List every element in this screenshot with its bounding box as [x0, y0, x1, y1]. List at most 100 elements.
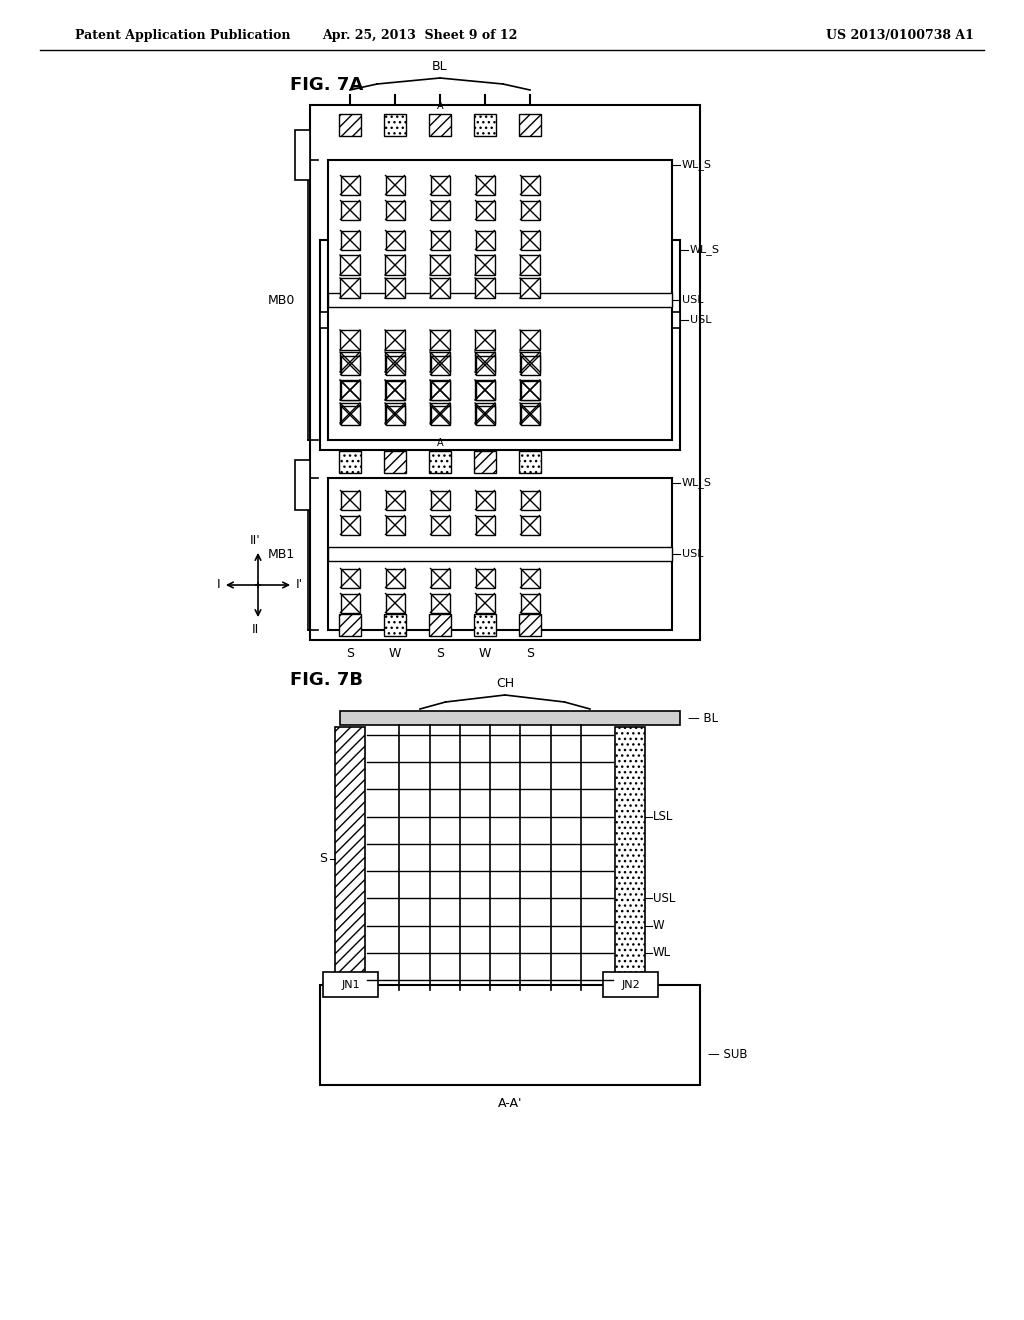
Text: USL: USL	[682, 294, 703, 305]
Bar	[519, 114, 541, 136]
Bar	[520, 569, 540, 587]
Bar	[430, 231, 450, 249]
Bar	[340, 255, 360, 275]
Text: JN2: JN2	[622, 979, 640, 990]
Text: USL: USL	[690, 315, 712, 325]
Bar	[475, 255, 495, 275]
Bar	[385, 380, 406, 400]
Bar	[475, 594, 495, 612]
Bar	[430, 516, 450, 535]
Bar	[603, 972, 658, 997]
Bar	[520, 279, 540, 298]
Bar	[520, 380, 540, 400]
Text: S: S	[319, 851, 327, 865]
Text: W: W	[479, 647, 492, 660]
Bar	[319, 985, 700, 1085]
Text: CH: CH	[496, 677, 514, 690]
Text: BL: BL	[432, 59, 447, 73]
Bar	[385, 176, 404, 194]
Bar	[310, 106, 700, 640]
Bar	[475, 176, 495, 194]
Bar	[328, 478, 672, 630]
Bar	[520, 330, 540, 350]
Bar	[385, 255, 406, 275]
Bar	[384, 614, 406, 636]
Text: WL_S: WL_S	[682, 478, 712, 488]
Text: A-A': A-A'	[498, 1097, 522, 1110]
Bar	[429, 451, 451, 473]
Bar	[385, 231, 404, 249]
Bar	[340, 352, 360, 372]
Bar	[341, 516, 359, 535]
Bar	[319, 312, 680, 327]
Bar	[475, 380, 495, 400]
Text: WL_S: WL_S	[682, 160, 712, 170]
Bar	[323, 972, 378, 997]
Bar	[520, 231, 540, 249]
Bar	[520, 516, 540, 535]
Bar	[339, 614, 361, 636]
Bar	[520, 201, 540, 219]
Text: S: S	[526, 647, 534, 660]
Bar	[615, 727, 645, 990]
Bar	[430, 330, 450, 350]
Bar	[385, 516, 404, 535]
Bar	[341, 355, 359, 375]
Bar	[475, 491, 495, 510]
Bar	[475, 231, 495, 249]
Bar	[430, 405, 450, 425]
Text: I': I'	[296, 578, 303, 591]
Bar	[340, 380, 360, 400]
Text: FIG. 7A: FIG. 7A	[290, 77, 364, 94]
Bar	[430, 491, 450, 510]
Bar	[328, 293, 672, 308]
Bar	[335, 727, 365, 990]
Text: USL: USL	[653, 892, 676, 904]
Text: — BL: — BL	[688, 711, 718, 725]
Text: MB1: MB1	[267, 548, 295, 561]
Bar	[430, 255, 450, 275]
Bar	[385, 594, 404, 612]
Bar	[474, 114, 496, 136]
Bar	[430, 176, 450, 194]
Bar	[430, 569, 450, 587]
Bar	[475, 330, 495, 350]
Bar	[385, 279, 406, 298]
Bar	[475, 403, 495, 422]
Bar	[385, 491, 404, 510]
Bar	[319, 240, 680, 450]
Bar	[328, 160, 672, 440]
Text: LSL: LSL	[653, 810, 674, 824]
Bar	[341, 231, 359, 249]
Bar	[339, 451, 361, 473]
Text: Patent Application Publication: Patent Application Publication	[75, 29, 291, 41]
Bar	[341, 491, 359, 510]
Text: WL_S: WL_S	[690, 244, 720, 256]
Bar	[474, 451, 496, 473]
Bar	[341, 380, 359, 400]
Text: US 2013/0100738 A1: US 2013/0100738 A1	[826, 29, 974, 41]
Text: MB0: MB0	[267, 293, 295, 306]
Bar	[384, 114, 406, 136]
Bar	[520, 176, 540, 194]
Bar	[520, 594, 540, 612]
Bar	[520, 255, 540, 275]
Bar	[475, 352, 495, 372]
Bar	[340, 711, 680, 725]
Bar	[475, 355, 495, 375]
Bar	[430, 352, 450, 372]
Bar	[341, 201, 359, 219]
Text: Apr. 25, 2013  Sheet 9 of 12: Apr. 25, 2013 Sheet 9 of 12	[323, 29, 518, 41]
Bar	[385, 201, 404, 219]
Bar	[430, 279, 450, 298]
Bar	[430, 594, 450, 612]
Bar	[385, 405, 404, 425]
Bar	[475, 405, 495, 425]
Text: II: II	[251, 623, 259, 636]
Bar	[475, 279, 495, 298]
Bar	[520, 355, 540, 375]
Bar	[385, 380, 404, 400]
Bar	[430, 355, 450, 375]
Bar	[429, 614, 451, 636]
Bar	[475, 569, 495, 587]
